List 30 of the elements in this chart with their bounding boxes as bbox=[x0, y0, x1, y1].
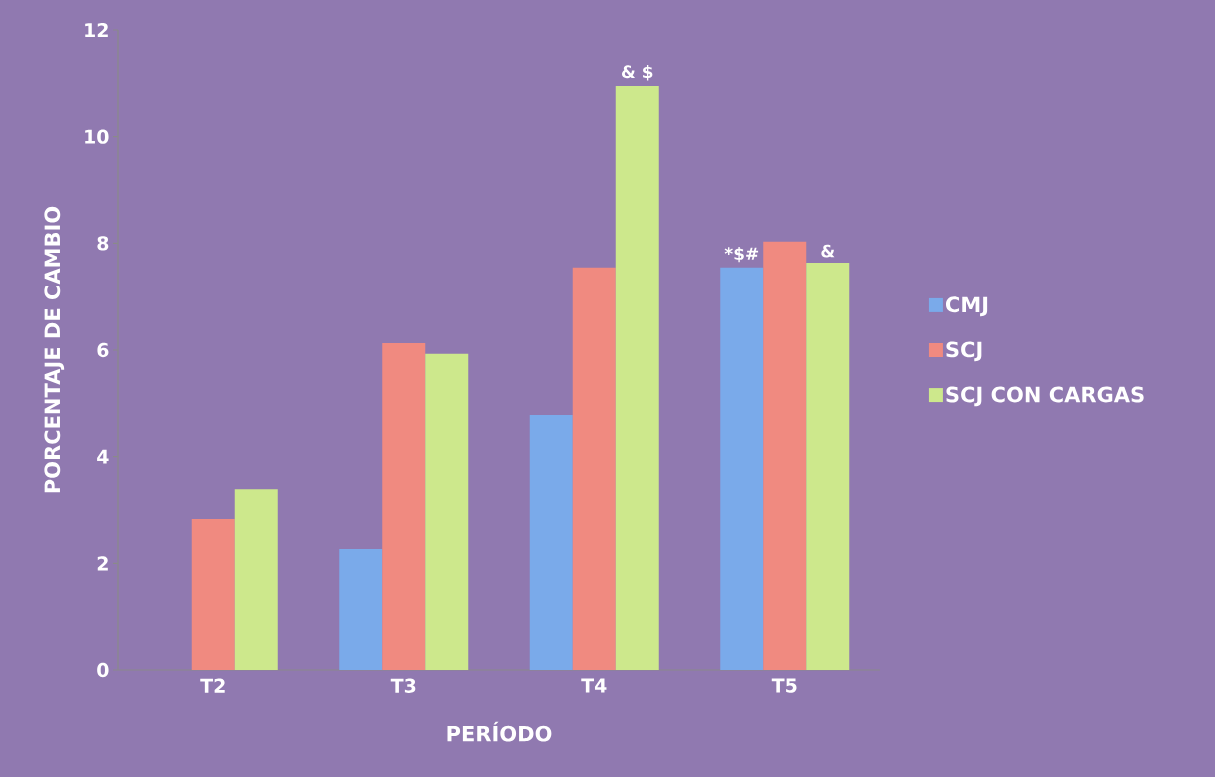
y-tick-label: 4 bbox=[97, 449, 109, 464]
x-tick-label: T4 bbox=[581, 678, 607, 693]
y-tick-label: 8 bbox=[97, 236, 109, 251]
bar bbox=[382, 343, 426, 670]
bar bbox=[425, 353, 469, 670]
y-tick-label: 10 bbox=[85, 129, 109, 144]
annotation: & $ bbox=[621, 65, 653, 81]
y-tick-label: 2 bbox=[97, 556, 108, 571]
legend-label: SCJ bbox=[946, 341, 982, 362]
bar bbox=[720, 267, 764, 670]
bar bbox=[572, 267, 616, 670]
annotation: & bbox=[821, 244, 835, 258]
bar bbox=[191, 519, 235, 670]
legend-label: CMJ bbox=[945, 296, 988, 317]
bar bbox=[806, 263, 850, 670]
bar bbox=[529, 415, 573, 670]
y-tick-label: 12 bbox=[85, 22, 108, 38]
bar bbox=[339, 548, 383, 670]
annotation: *$# bbox=[724, 246, 759, 263]
legend-label: SCJ CON CARGAS bbox=[946, 386, 1144, 407]
y-tick-label: 0 bbox=[97, 662, 109, 678]
y-axis-title: PORCENTAJE DE CAMBIO bbox=[44, 206, 65, 493]
x-tick-label: T3 bbox=[390, 678, 416, 693]
bar bbox=[615, 86, 659, 670]
x-tick-label: T2 bbox=[200, 678, 225, 693]
y-tick-label: 6 bbox=[97, 342, 109, 358]
x-tick-label: T5 bbox=[771, 678, 797, 693]
bar bbox=[234, 489, 278, 670]
bar bbox=[763, 241, 807, 670]
x-axis-title: PERÍODO bbox=[447, 721, 552, 742]
